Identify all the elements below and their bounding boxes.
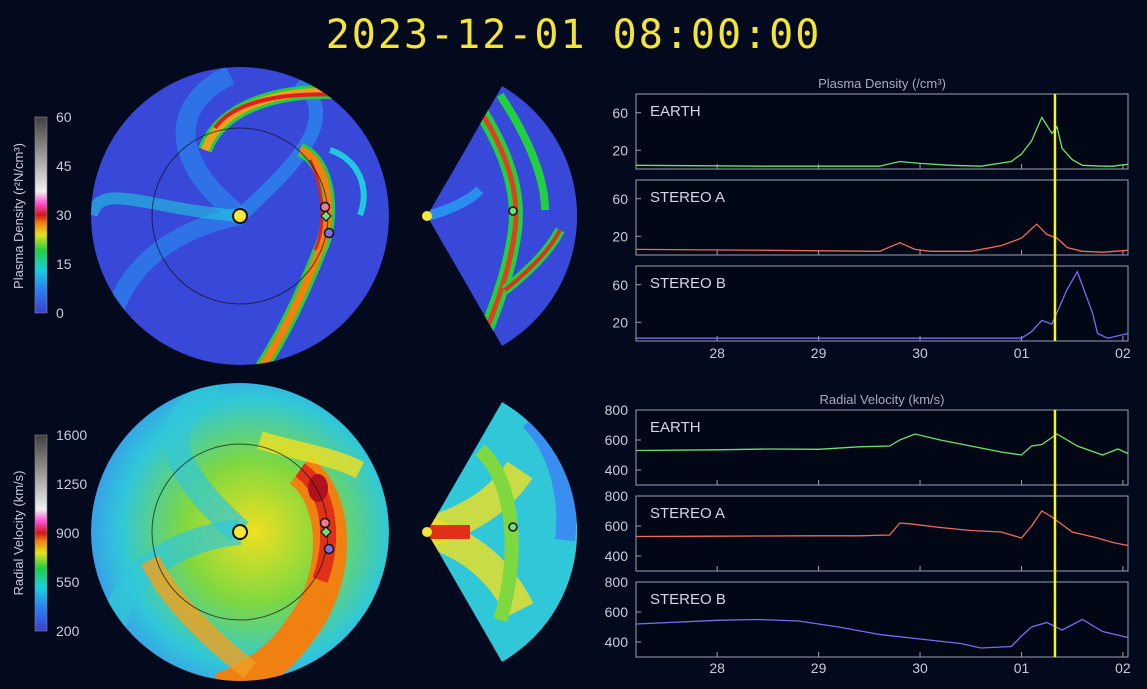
- velocity-colorbar: Radial Velocity (km/s) 1600 1250 900 550…: [11, 427, 87, 639]
- series-line-earth: [635, 433, 1129, 456]
- x-tick-label: 28: [709, 345, 725, 361]
- x-tick-label: 29: [811, 345, 827, 361]
- panel-frame: [635, 93, 1129, 170]
- density-colorbar-label: Plasma Density (r²N/cm³): [11, 143, 26, 289]
- y-tick-label: 60: [612, 105, 628, 121]
- meridional-sun: [422, 211, 432, 221]
- y-tick-label: 60: [612, 191, 628, 207]
- velocity-tick: 200: [56, 623, 80, 639]
- density-sun: [232, 208, 248, 224]
- density-tick: 60: [56, 109, 72, 125]
- x-tick-label: 01: [1014, 345, 1030, 361]
- velocity-tick: 900: [56, 525, 80, 541]
- timestamp: 2023-12-01 08:00:00: [325, 12, 822, 58]
- y-tick-label: 400: [605, 634, 629, 650]
- series-line-stereo-b: [635, 618, 1129, 649]
- series-line-earth: [635, 116, 1129, 167]
- y-tick-label: 400: [605, 462, 629, 478]
- density-meridional-map: [427, 86, 578, 346]
- velocity-meridional-earth-marker: [508, 522, 518, 532]
- panel-frame: [635, 581, 1129, 658]
- density-tick: 30: [56, 207, 72, 223]
- velocity-tick: 550: [56, 574, 80, 590]
- series-line-stereo-b: [636, 270, 1129, 339]
- density-earth-marker: [320, 210, 332, 222]
- x-tick-label: 28: [709, 660, 725, 676]
- y-tick-label: 20: [612, 228, 628, 244]
- panel-label: STEREO B: [650, 275, 726, 292]
- velocity-colorbar-label: Radial Velocity (km/s): [11, 471, 26, 596]
- velocity-stereo-b-marker: [323, 543, 335, 555]
- panel-frame: [635, 495, 1129, 572]
- velocity-stereo-a-marker: [319, 517, 331, 529]
- velocity-meridional-map: [427, 402, 578, 662]
- panel-label: STEREO A: [650, 505, 725, 522]
- velocity-tick: 1600: [56, 427, 87, 443]
- x-tick-label: 30: [912, 660, 928, 676]
- density-tick: 45: [56, 158, 72, 174]
- meridional-earth-marker: [508, 206, 518, 216]
- panel-frame: [635, 409, 1129, 486]
- x-tick-label: 02: [1115, 660, 1131, 676]
- panel-label: EARTH: [650, 103, 701, 120]
- density-tick: 0: [56, 305, 64, 321]
- velocity-tick: 1250: [56, 476, 87, 492]
- density-tick: 15: [56, 256, 72, 272]
- density-stereo-a-marker: [319, 201, 331, 213]
- panel-frame: [635, 179, 1129, 256]
- x-tick-label: 01: [1014, 660, 1030, 676]
- y-tick-label: 20: [612, 142, 628, 158]
- panel-label: STEREO A: [650, 189, 725, 206]
- y-tick-label: 600: [605, 518, 629, 534]
- chart-title: Plasma Density (/cm³): [818, 76, 946, 91]
- y-tick-label: 20: [612, 314, 628, 330]
- velocity-meridional-sun: [422, 527, 432, 537]
- x-tick-label: 02: [1115, 345, 1131, 361]
- velocity-sun: [232, 524, 248, 540]
- time-series-charts: Plasma Density (/cm³) 60 20 EARTH 60 20 STEREO…: [605, 76, 1131, 676]
- density-colorbar: Plasma Density (r²N/cm³) 60 45 30 15 0: [11, 109, 72, 321]
- series-line-stereo-a: [635, 510, 1129, 547]
- y-tick-label: 800: [605, 488, 629, 504]
- y-tick-label: 800: [605, 574, 629, 590]
- panel-label: EARTH: [650, 419, 701, 436]
- density-stereo-b-marker: [323, 227, 335, 239]
- x-tick-label: 30: [912, 345, 928, 361]
- y-tick-label: 60: [612, 277, 628, 293]
- panel-label: STEREO B: [650, 591, 726, 608]
- chart-title: Radial Velocity (km/s): [820, 392, 945, 407]
- y-tick-label: 600: [605, 432, 629, 448]
- y-tick-label: 600: [605, 604, 629, 620]
- y-tick-label: 800: [605, 402, 629, 418]
- x-tick-label: 29: [811, 660, 827, 676]
- panel-frame: [635, 265, 1129, 342]
- series-line-stereo-a: [635, 223, 1129, 253]
- velocity-earth-marker: [320, 526, 332, 538]
- y-tick-label: 400: [605, 548, 629, 564]
